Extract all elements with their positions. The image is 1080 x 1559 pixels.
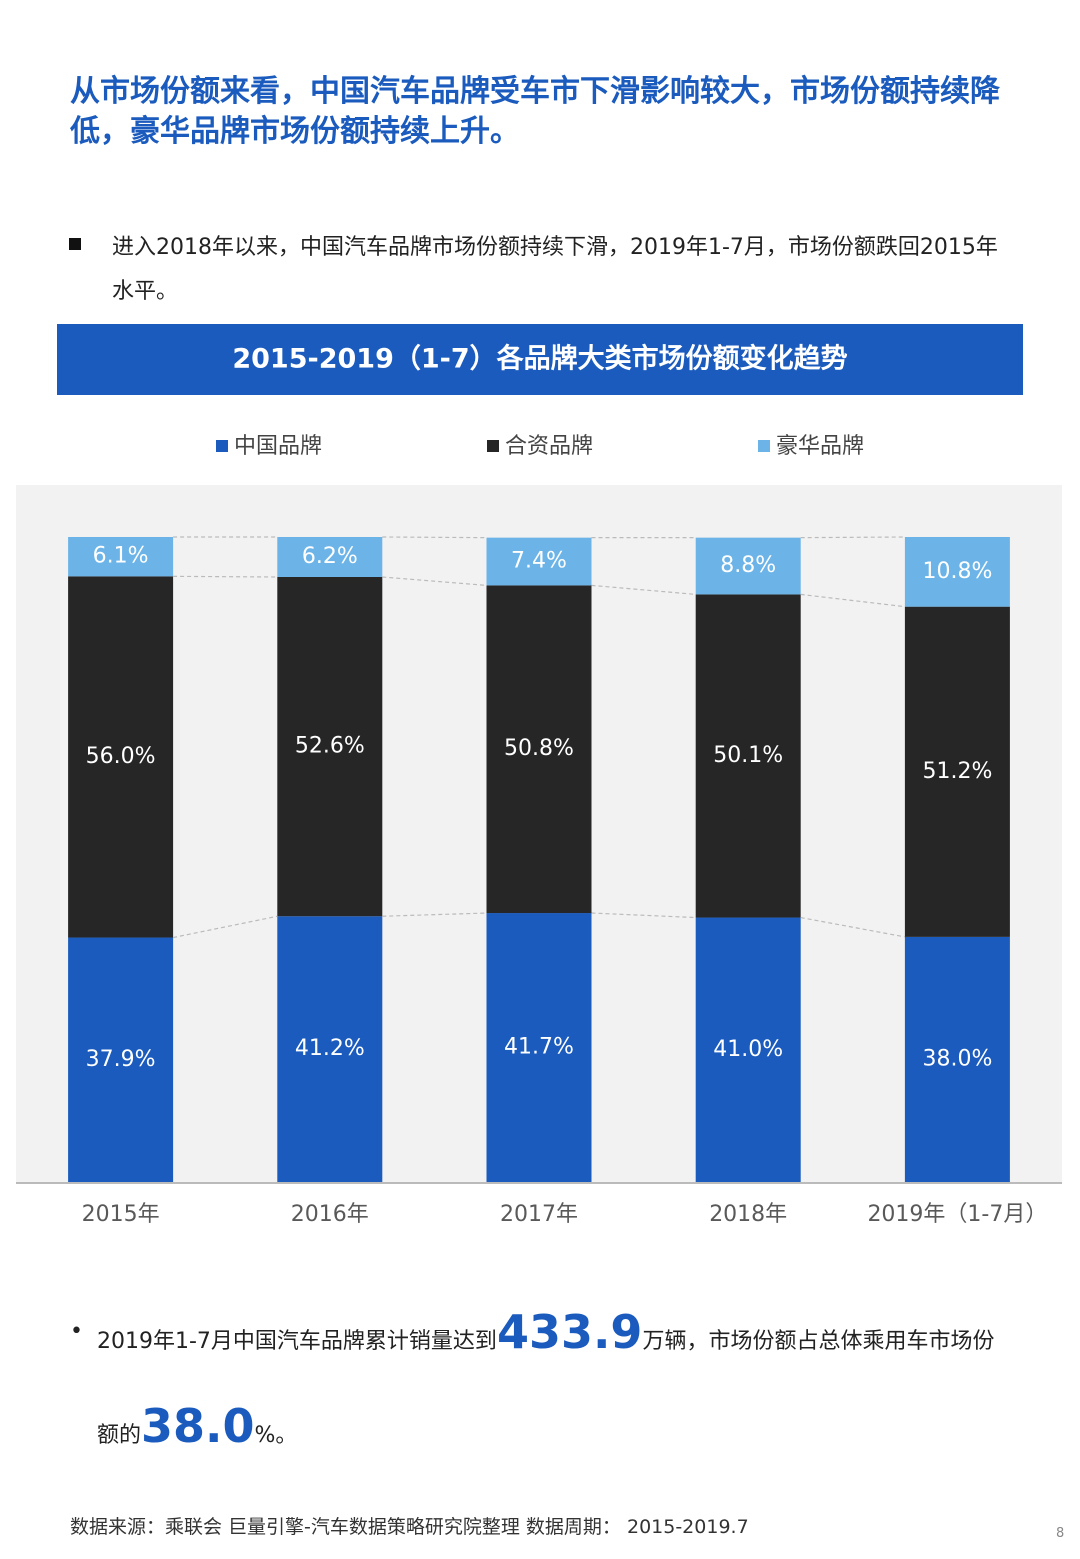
bar-segment — [695, 537, 801, 595]
legend-swatch — [487, 440, 499, 452]
source: 数据来源：乘联会 巨量引擎-汽车数据策略研究院整理 数据周期： 2015-201… — [70, 1516, 749, 1538]
value-label: 37.9% — [86, 1047, 156, 1072]
bar-segment — [486, 913, 592, 1182]
legend-swatch — [216, 440, 228, 452]
x-tick-label: 2019年（1-7月） — [867, 1202, 1047, 1227]
legend-label: 豪华品牌 — [776, 434, 864, 459]
value-label: 41.2% — [295, 1036, 365, 1061]
legend-swatch — [758, 440, 770, 452]
x-tick-label: 2018年 — [709, 1202, 787, 1227]
value-label: 56.0% — [86, 744, 156, 769]
x-tick-label: 2016年 — [291, 1202, 369, 1227]
bar-segment — [486, 537, 592, 586]
value-label: 41.7% — [504, 1035, 574, 1060]
value-label: 10.8% — [922, 559, 992, 584]
bar-segment — [695, 594, 801, 918]
trend-connector — [173, 575, 278, 578]
bar-segment — [904, 936, 1010, 1182]
bar-segment — [904, 537, 1010, 607]
bar-segment — [277, 576, 383, 917]
headline: 从市场份额来看，中国汽车品牌受车市下滑影响较大，市场份额持续降低，豪华品牌市场份… — [70, 74, 1000, 149]
bar-segment — [277, 537, 383, 577]
trend-connector — [382, 536, 487, 539]
value-label: 52.6% — [295, 734, 365, 759]
legend-label: 中国品牌 — [234, 434, 322, 459]
text: %。 — [254, 1423, 298, 1448]
bar-segment — [904, 606, 1010, 937]
bullet-text: 进入2018年以来，中国汽车品牌市场份额持续下滑，2019年1-7月，市场份额跌… — [112, 235, 998, 304]
trend-connector — [591, 584, 696, 596]
highlight-number: 38.0 — [141, 1399, 255, 1453]
bar-segment — [277, 916, 383, 1182]
text: 万辆，市场份额占总体乘用车市场份额的 — [97, 1329, 995, 1448]
bullet-dot: • — [70, 1319, 83, 1344]
value-label: 38.0% — [922, 1046, 992, 1071]
bar-segment — [68, 576, 174, 938]
page-number: 8 — [1056, 1526, 1065, 1541]
value-label: 50.8% — [504, 736, 574, 761]
value-label: 6.1% — [93, 544, 149, 569]
value-label: 51.2% — [922, 759, 992, 784]
bullet-text: • 2019年1-7月中国汽车品牌累计销量达到433.9万辆，市场份额占总体乘用车… — [70, 1290, 1007, 1478]
legend-label: 合资品牌 — [505, 434, 593, 459]
chart-title: 2015-2019（1-7）各品牌大类市场份额变化趋势 — [232, 343, 847, 375]
value-label: 41.0% — [713, 1037, 783, 1062]
value-label: 7.4% — [511, 549, 567, 574]
value-label: 50.1% — [713, 743, 783, 768]
highlight-number: 433.9 — [496, 1305, 643, 1359]
trend-connector — [382, 912, 487, 917]
trend-connector — [382, 576, 487, 586]
trend-connector — [591, 912, 696, 919]
text: 2019年1-7月中国汽车品牌累计销量达到 — [97, 1329, 497, 1354]
x-tick-label: 2015年 — [82, 1202, 160, 1227]
trend-connector — [800, 593, 905, 608]
trend-connector — [172, 915, 278, 939]
chart: 2015-2019（1-7）各品牌大类市场份额变化趋势 中国品牌 合资品牌 豪华品牌… — [16, 324, 1062, 1227]
bar-segment — [486, 585, 592, 914]
value-label: 6.2% — [302, 544, 358, 569]
value-label: 8.8% — [720, 553, 776, 578]
bar-segment — [695, 917, 801, 1182]
trend-connector — [800, 916, 906, 938]
bullet-square — [69, 238, 81, 250]
trend-connector — [800, 536, 905, 539]
bar-segment — [68, 537, 174, 577]
bar-segment — [68, 937, 174, 1182]
title-banner — [57, 324, 1023, 395]
x-tick-label: 2017年 — [500, 1202, 578, 1227]
